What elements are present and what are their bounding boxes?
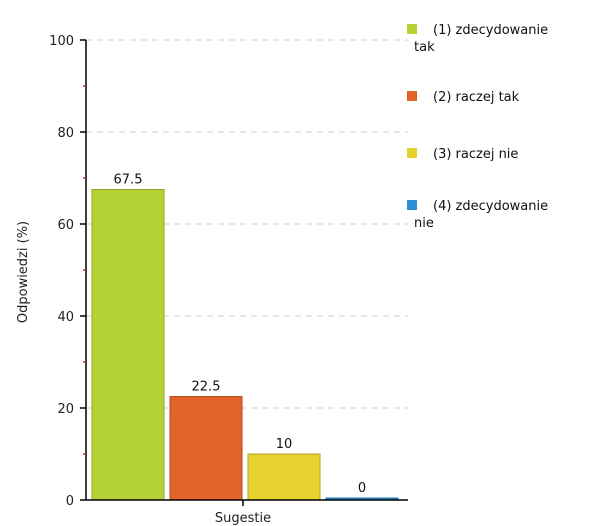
y-tick-label: 20 xyxy=(57,402,74,417)
legend-label-1: (1) zdecydowanie xyxy=(433,23,548,38)
bars xyxy=(91,189,399,501)
data-label-2: 22.5 xyxy=(192,380,221,395)
data-labels: 67.5 22.5 10 0 xyxy=(114,173,367,497)
legend-label-3: (3) raczej nie xyxy=(433,147,518,162)
legend: (1) zdecydowanie tak (2) raczej tak (3) rac… xyxy=(407,23,548,231)
y-axis-ticks: 0 20 40 60 80 100 xyxy=(49,34,86,509)
legend-swatch-4 xyxy=(407,200,417,210)
bar-1 xyxy=(91,189,165,501)
y-tick-label: 40 xyxy=(57,310,74,325)
y-axis-title: Odpowiedzi (%) xyxy=(16,221,31,323)
y-tick-label: 80 xyxy=(57,126,74,141)
legend-swatch-1 xyxy=(407,24,417,34)
legend-label-4: (4) zdecydowanie xyxy=(433,199,548,214)
legend-label-4: nie xyxy=(414,216,434,231)
legend-label-2: (2) raczej tak xyxy=(433,90,520,105)
y-tick-label: 60 xyxy=(57,218,74,233)
bar-3 xyxy=(247,453,321,501)
legend-label-1: tak xyxy=(414,40,435,55)
data-label-1: 67.5 xyxy=(114,173,143,188)
legend-swatch-3 xyxy=(407,148,417,158)
gridlines xyxy=(86,39,408,409)
legend-swatch-2 xyxy=(407,91,417,101)
y-tick-label: 0 xyxy=(66,494,74,509)
bar-2 xyxy=(169,396,243,501)
data-label-4: 0 xyxy=(358,481,366,496)
x-axis-title: Sugestie xyxy=(215,511,271,526)
y-tick-label: 100 xyxy=(49,34,74,49)
data-label-3: 10 xyxy=(276,437,293,452)
